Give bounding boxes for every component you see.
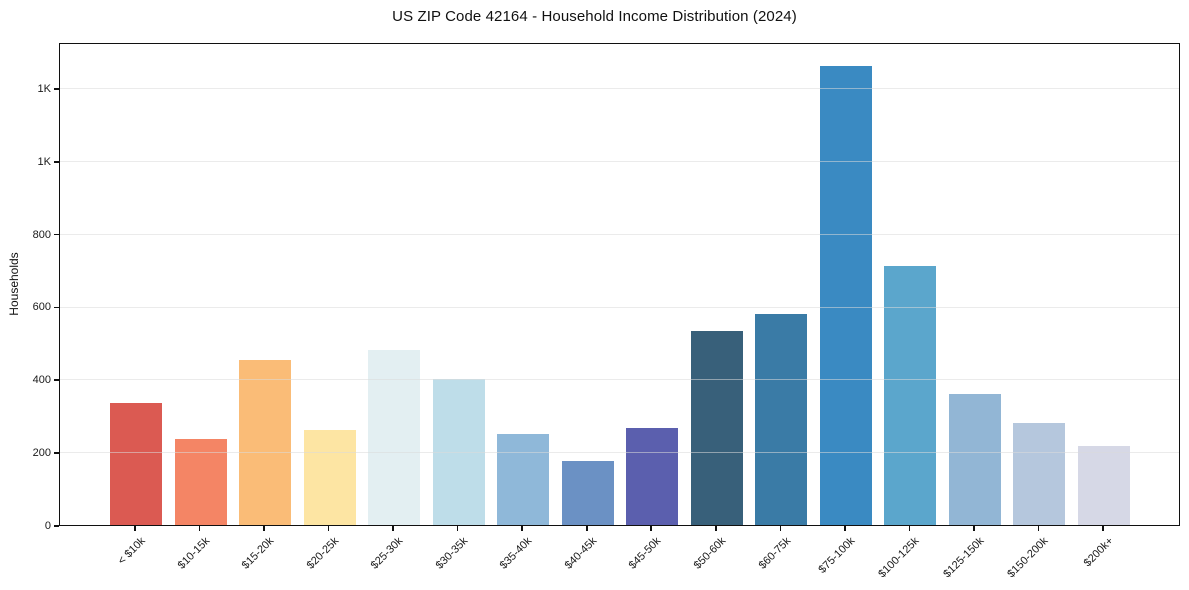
y-tick-label: 800 (32, 228, 51, 241)
gridline-800 (60, 233, 1179, 235)
y-tick-mark (54, 452, 59, 454)
y-tick-label: 1K (37, 155, 51, 168)
x-tick-mark (327, 526, 330, 531)
y-tick-label: 200 (32, 447, 51, 460)
bar-$125-150k (948, 393, 1001, 525)
x-tick-label-text: $125-150k (941, 535, 987, 581)
plot-area (59, 43, 1180, 526)
x-tick-mark (134, 526, 136, 531)
x-tick-label-text: $200k+ (1081, 535, 1116, 570)
bar-$20-25k (303, 430, 356, 525)
y-tick-mark (54, 525, 59, 527)
x-tick-label-text: $10-15k (175, 535, 213, 572)
x-tick-label-text: $40-45k (562, 535, 600, 572)
x-tick-mark (650, 526, 653, 531)
x-tick-label-text: $75-100k (816, 535, 858, 576)
x-tick-mark (198, 526, 201, 531)
gridline-400 (60, 379, 1179, 381)
bar-$200k+ (1077, 445, 1130, 525)
x-tick-label-text: $20-25k (304, 535, 342, 572)
x-tick-mark (521, 526, 523, 531)
x-tick-mark (779, 526, 782, 531)
x-tick-mark (585, 526, 588, 531)
y-tick-mark (54, 379, 59, 382)
x-tick-label-text: $25-30k (369, 535, 406, 572)
x-tick-mark (1037, 526, 1040, 531)
x-tick-label-text: $30-35k (433, 535, 471, 572)
bar-$150-200k (1013, 423, 1066, 525)
gridline-200 (60, 452, 1179, 454)
y-tick-mark (54, 233, 59, 236)
x-tick-label-text: $150-200k (1005, 535, 1051, 581)
y-tick-label: 0 (44, 520, 51, 532)
x-tick-mark (973, 526, 975, 531)
bar-$75-100k (819, 65, 872, 525)
y-tick-label: 1K (37, 82, 51, 95)
y-tick-mark (54, 306, 59, 309)
bar-$25-30k (368, 349, 421, 525)
y-tick-mark (54, 160, 59, 163)
gridline-600 (60, 306, 1179, 308)
x-tick-mark (908, 526, 911, 531)
bar-$60-75k (755, 314, 808, 525)
bar-< $10k (110, 402, 162, 525)
x-tick-mark (714, 526, 717, 531)
bar-$30-35k (432, 379, 485, 525)
x-tick-mark (1102, 526, 1104, 531)
y-tick-label: 400 (32, 374, 51, 387)
gridline-1K (60, 88, 1179, 90)
x-tick-label-text: $100-125k (876, 535, 922, 581)
chart-title: US ZIP Code 42164 - Household Income Dis… (392, 8, 797, 25)
bar-$35-40k (497, 433, 550, 525)
x-tick-label-text: $60-75k (756, 535, 793, 572)
x-tick-label-text: $35-40k (498, 535, 535, 572)
x-tick-label-text: $45-50k (627, 535, 664, 572)
y-tick-label: 600 (32, 301, 51, 314)
bar-$50-60k (690, 331, 743, 525)
bar-$40-45k (561, 461, 614, 525)
gridline-1K (60, 160, 1179, 162)
bar-$100-125k (884, 266, 937, 525)
x-tick-mark (392, 526, 394, 531)
bar-$45-50k (626, 428, 679, 525)
bar-$15-20k (239, 360, 292, 525)
x-tick-mark (263, 526, 265, 531)
x-tick-label-text: $15-20k (239, 535, 277, 572)
y-tick-mark (54, 88, 59, 90)
x-tick-label-text: < $10k (115, 535, 148, 568)
x-tick-mark (456, 526, 459, 531)
x-tick-mark (844, 526, 846, 531)
x-tick-label-text: $50-60k (691, 535, 729, 572)
